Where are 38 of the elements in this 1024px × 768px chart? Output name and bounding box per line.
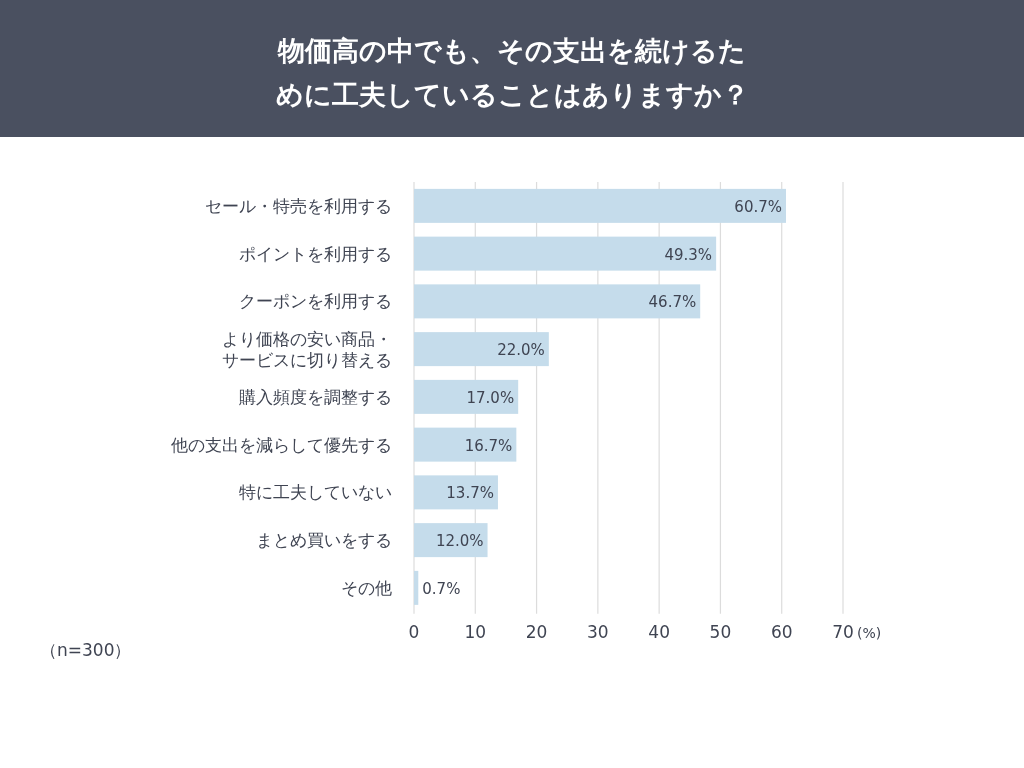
x-tick-label: 0 bbox=[408, 622, 420, 642]
data-label: 49.3% bbox=[664, 245, 713, 264]
x-tick-label: 60 bbox=[770, 622, 793, 642]
bar bbox=[414, 236, 717, 271]
data-label: 12.0% bbox=[435, 532, 484, 551]
y-tick-label: セール・特売を利用する bbox=[205, 195, 392, 216]
x-tick-label: 40 bbox=[648, 622, 670, 642]
x-axis-title: (%) bbox=[857, 625, 882, 641]
x-tick-label: 30 bbox=[587, 622, 609, 642]
bar bbox=[414, 523, 488, 558]
x-tick-label: 20 bbox=[525, 622, 548, 642]
text: （n=300） bbox=[40, 640, 132, 660]
data-label: 46.7% bbox=[648, 293, 697, 312]
data-label: 13.7% bbox=[446, 484, 494, 503]
data-label: 22.0% bbox=[497, 341, 545, 360]
y-tick-label: その他 bbox=[341, 577, 392, 598]
y-tick-label: まとめ買いをする bbox=[256, 530, 392, 551]
data-label: 17.0% bbox=[466, 388, 515, 407]
bar bbox=[414, 427, 517, 462]
bar bbox=[414, 332, 549, 367]
bar bbox=[414, 570, 419, 605]
y-tick-label: ポイントを利用する bbox=[239, 243, 392, 264]
data-label: 0.7% bbox=[422, 579, 461, 598]
x-tick-label: 10 bbox=[464, 622, 487, 642]
y-tick-label: 他の支出を減らして優先する bbox=[171, 434, 392, 455]
bar bbox=[414, 188, 786, 223]
y-tick-label: 特に工夫していない bbox=[239, 482, 392, 503]
title: 物価高の中でも、その支出を続けるために工夫していることはありますか？ bbox=[275, 35, 749, 110]
y-tick-label: 購入頻度を調整する bbox=[239, 386, 392, 407]
bar bbox=[414, 284, 701, 319]
y-tick-label: より価格の安い商品・サービスに切り替える bbox=[222, 328, 392, 370]
bar bbox=[414, 475, 498, 510]
x-tick-label: 50 bbox=[709, 622, 732, 642]
y-tick-label: クーポンを利用する bbox=[239, 291, 392, 312]
bar bbox=[414, 379, 519, 414]
data-label: 60.7% bbox=[734, 197, 782, 216]
x-tick-label: 70 bbox=[832, 622, 854, 642]
data-label: 16.7% bbox=[464, 436, 513, 455]
